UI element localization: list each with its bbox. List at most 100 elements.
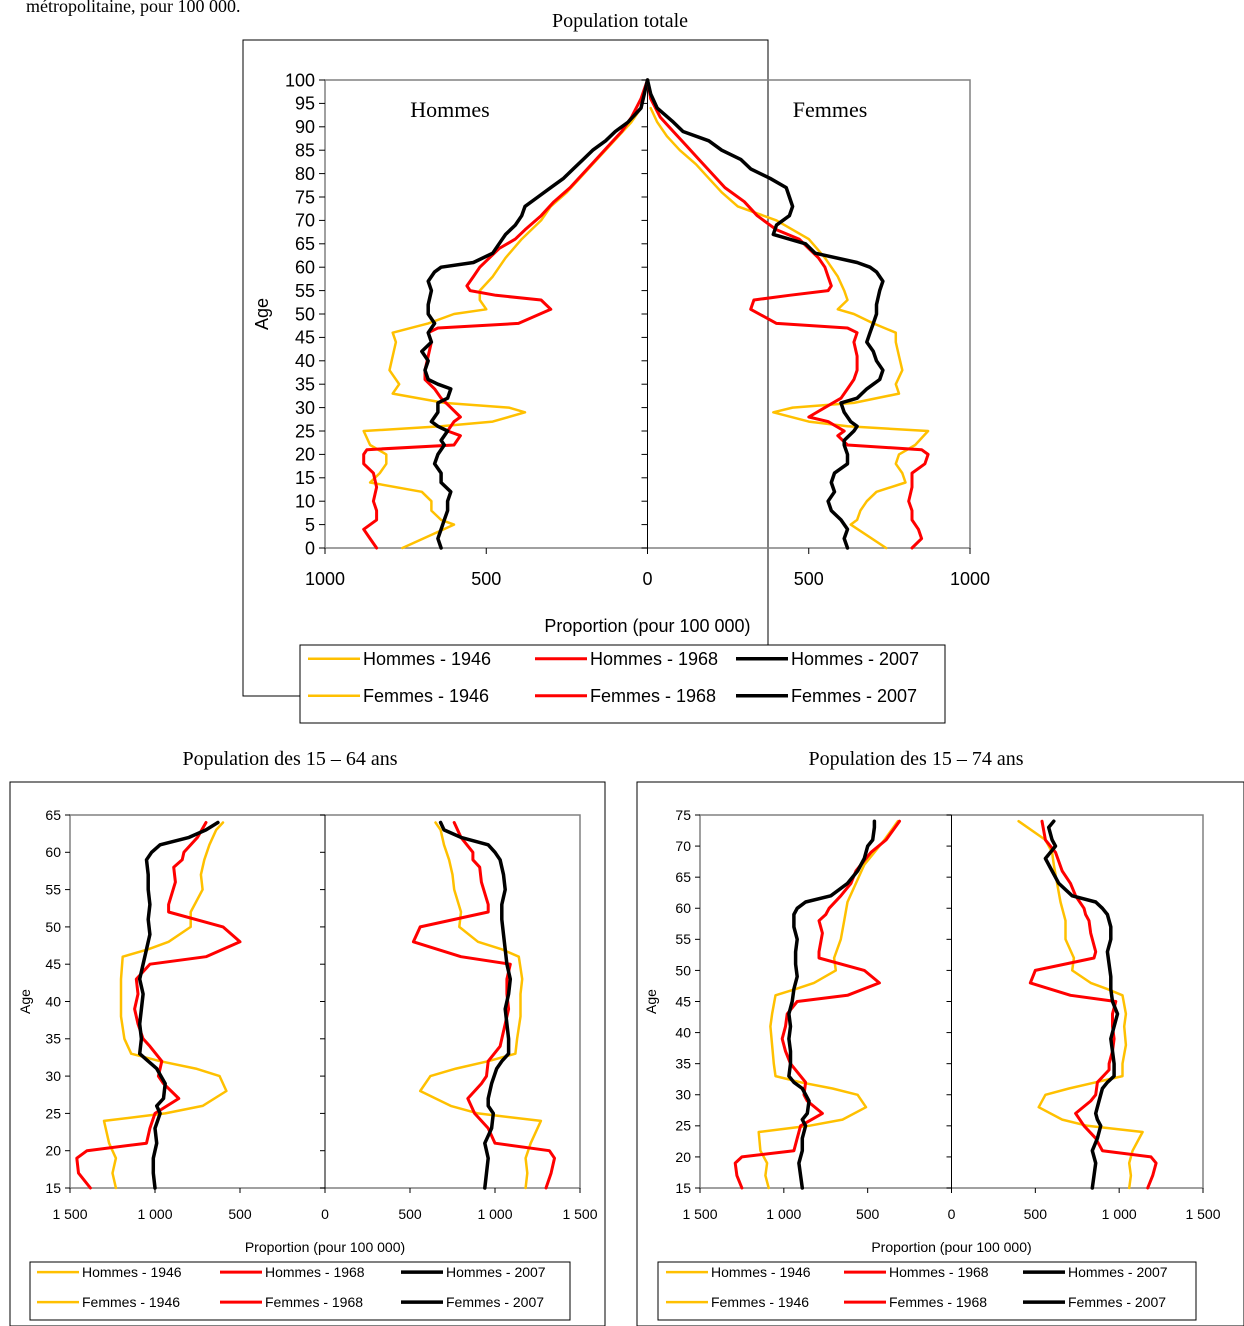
legend-label: Femmes - 1968: [265, 1294, 363, 1310]
chart-title-total: Population totale: [551, 10, 689, 32]
chart-frame: [242, 39, 769, 697]
y-tick-label: 50: [295, 304, 315, 324]
y-tick-label: 25: [45, 1105, 61, 1121]
legend-label: Femmes - 1946: [363, 686, 489, 706]
y-tick-label: 20: [675, 1149, 691, 1165]
y-tick-label: 40: [675, 1024, 691, 1040]
x-tick-label: 1 000: [137, 1206, 172, 1222]
y-tick-label: 55: [295, 281, 315, 301]
series-line-0: [362, 106, 643, 550]
legend-label: Hommes - 2007: [446, 1264, 546, 1280]
series-line-5: [645, 78, 885, 550]
x-tick-label: 1 000: [477, 1206, 512, 1222]
series-line-3: [649, 106, 930, 550]
x-axis-label: Proportion (pour 100 000): [544, 616, 750, 636]
series-line-1: [75, 821, 242, 1190]
y-tick-label: 10: [295, 492, 315, 512]
y-tick-label: 60: [675, 900, 691, 916]
y-tick-label: 70: [295, 211, 315, 231]
y-tick-label: 35: [675, 1056, 691, 1072]
y-tick-label: 45: [295, 328, 315, 348]
series-line-0: [757, 819, 900, 1190]
legend-label: Hommes - 2007: [791, 649, 919, 669]
legend-label: Hommes - 1946: [711, 1264, 811, 1280]
y-tick-label: 80: [295, 164, 315, 184]
x-tick-label: 500: [398, 1206, 422, 1222]
y-tick-label: 55: [45, 882, 61, 898]
series-line-2: [137, 820, 220, 1190]
legend-label: Femmes - 2007: [1068, 1294, 1166, 1310]
legend-box: [299, 644, 946, 724]
legend-label: Hommes - 1946: [82, 1264, 182, 1280]
y-tick-label: 95: [295, 94, 315, 114]
series-line-3: [418, 821, 543, 1190]
legend-label: Hommes - 1968: [889, 1264, 989, 1280]
series-line-5: [438, 820, 513, 1190]
side-label-0: Hommes: [410, 97, 489, 122]
legend-label: Femmes - 2007: [791, 686, 917, 706]
x-axis-label: Proportion (pour 100 000): [871, 1239, 1031, 1255]
x-tick-label: 1000: [305, 569, 345, 589]
series-line-4: [1028, 819, 1158, 1190]
y-tick-label: 75: [295, 187, 315, 207]
x-tick-label: 500: [794, 569, 824, 589]
x-tick-label: 1 500: [682, 1206, 717, 1222]
y-tick-label: 65: [45, 807, 61, 823]
y-tick-label: 0: [305, 538, 315, 558]
series-line-4: [646, 78, 930, 550]
legend-label: Femmes - 1946: [82, 1294, 180, 1310]
series-line-0: [102, 821, 228, 1190]
y-tick-label: 25: [675, 1118, 691, 1134]
x-tick-label: 0: [321, 1206, 329, 1222]
x-tick-label: 500: [228, 1206, 252, 1222]
y-tick-label: 50: [45, 919, 61, 935]
y-tick-label: 75: [675, 807, 691, 823]
legend-label: Hommes - 1968: [265, 1264, 365, 1280]
legend-label: Femmes - 2007: [446, 1294, 544, 1310]
x-axis-label: Proportion (pour 100 000): [245, 1239, 405, 1255]
y-tick-label: 5: [305, 515, 315, 535]
y-tick-label: 20: [45, 1143, 61, 1159]
x-tick-label: 1 000: [766, 1206, 801, 1222]
y-tick-label: 90: [295, 117, 315, 137]
series-line-1: [362, 78, 649, 550]
legend-label: Femmes - 1946: [711, 1294, 809, 1310]
x-tick-label: 0: [642, 569, 652, 589]
y-tick-label: 30: [675, 1087, 691, 1103]
y-tick-label: 55: [675, 931, 691, 947]
legend-label: Femmes - 1968: [590, 686, 716, 706]
chart-frame: [636, 781, 1244, 1326]
legend-box: [657, 1261, 1197, 1321]
series-line-4: [411, 821, 556, 1190]
series-line-2: [787, 819, 877, 1190]
y-tick-label: 65: [675, 869, 691, 885]
chart-2: 15 20 25 30 35 40 45 50 55 60 65 70 75 1 500 1 000 500 0…: [636, 781, 1244, 1326]
y-tick-label: 60: [45, 844, 61, 860]
y-tick-label: 15: [295, 468, 315, 488]
y-tick-label: 30: [295, 398, 315, 418]
x-tick-label: 500: [471, 569, 501, 589]
intro-text: métropolitaine, pour 100 000.: [26, 0, 241, 16]
y-tick-label: 40: [45, 993, 61, 1009]
x-tick-label: 500: [856, 1206, 880, 1222]
y-tick-label: 30: [45, 1068, 61, 1084]
x-tick-label: 500: [1024, 1206, 1048, 1222]
legend-label: Hommes - 1968: [590, 649, 718, 669]
y-axis-label: Age: [17, 989, 33, 1014]
chart-frame: [9, 781, 606, 1326]
series-line-5: [1043, 819, 1120, 1190]
y-tick-label: 60: [295, 258, 315, 278]
x-tick-label: 1 500: [562, 1206, 597, 1222]
legend-box: [29, 1261, 571, 1321]
y-tick-label: 35: [45, 1031, 61, 1047]
chart-title-15-64: Population des 15 – 64 ans: [182, 748, 398, 770]
y-tick-label: 45: [45, 956, 61, 972]
x-tick-label: 1000: [950, 569, 990, 589]
x-tick-label: 1 500: [1185, 1206, 1220, 1222]
x-tick-label: 1 500: [52, 1206, 87, 1222]
x-tick-label: 1 000: [1102, 1206, 1137, 1222]
legend-label: Femmes - 1968: [889, 1294, 987, 1310]
legend-label: Hommes - 1946: [363, 649, 491, 669]
y-axis-label: Age: [643, 989, 659, 1014]
